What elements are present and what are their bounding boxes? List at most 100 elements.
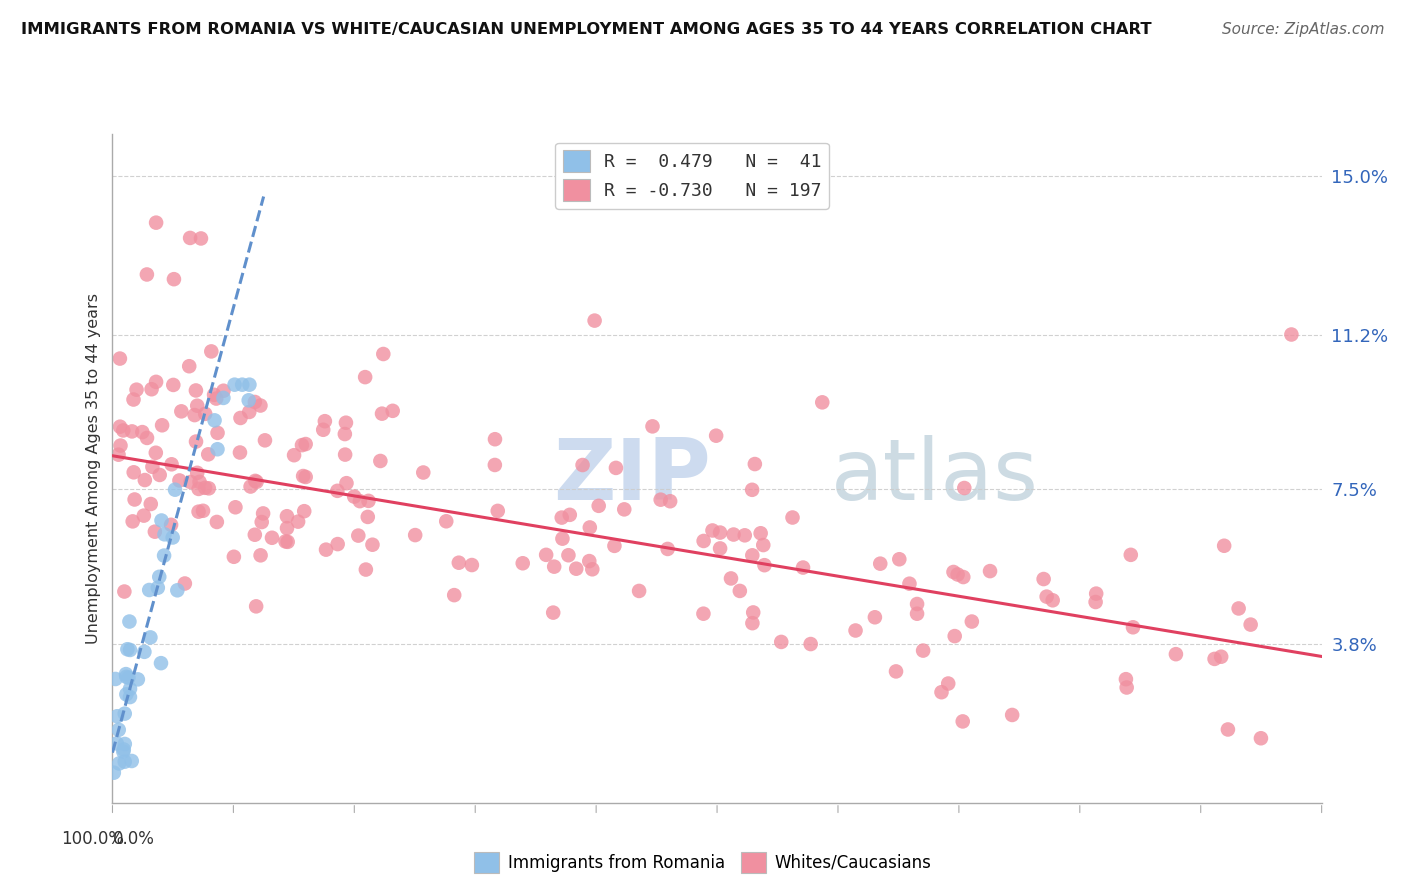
Point xyxy=(702,524,724,538)
Point xyxy=(412,466,434,480)
Point xyxy=(557,548,579,562)
Point xyxy=(153,549,176,563)
Point xyxy=(659,494,682,508)
Point xyxy=(578,554,600,568)
Point xyxy=(578,520,600,534)
Point xyxy=(484,432,506,446)
Point xyxy=(1035,590,1057,604)
Point xyxy=(486,504,509,518)
Point xyxy=(931,685,953,699)
Point xyxy=(811,395,834,409)
Point xyxy=(581,562,603,576)
Point xyxy=(249,399,271,413)
Point xyxy=(692,607,714,621)
Point xyxy=(734,528,756,542)
Point xyxy=(115,667,138,681)
Point xyxy=(149,656,172,670)
Point xyxy=(534,548,557,562)
Point xyxy=(205,515,228,529)
Point xyxy=(335,476,357,491)
Point xyxy=(571,458,593,472)
Point xyxy=(250,515,273,529)
Point xyxy=(110,439,132,453)
Point xyxy=(112,584,135,599)
Point xyxy=(245,474,267,488)
Point xyxy=(551,532,574,546)
Point xyxy=(335,416,357,430)
Point xyxy=(1240,617,1263,632)
Point xyxy=(253,434,276,448)
Point xyxy=(184,434,207,449)
Point xyxy=(294,437,316,451)
Point xyxy=(709,541,731,556)
Point xyxy=(979,564,1001,578)
Point xyxy=(121,515,143,529)
Point xyxy=(150,418,173,433)
Point xyxy=(484,458,506,472)
Point xyxy=(118,615,141,629)
Point xyxy=(952,570,974,584)
Point xyxy=(905,597,928,611)
Point xyxy=(134,645,156,659)
Point xyxy=(170,404,193,418)
Point xyxy=(946,567,969,582)
Point xyxy=(354,563,377,577)
Point xyxy=(118,643,141,657)
Point xyxy=(1122,620,1144,634)
Point xyxy=(404,528,426,542)
Point xyxy=(184,384,207,398)
Point xyxy=(744,457,766,471)
Point xyxy=(347,528,370,542)
Point xyxy=(231,377,253,392)
Point xyxy=(166,583,188,598)
Point xyxy=(197,481,219,495)
Point xyxy=(108,351,131,366)
Point xyxy=(187,482,209,496)
Point xyxy=(197,447,219,461)
Point xyxy=(117,671,139,685)
Point xyxy=(381,404,404,418)
Point xyxy=(741,549,763,563)
Point xyxy=(1119,548,1142,562)
Point xyxy=(1250,731,1272,746)
Point xyxy=(276,521,298,535)
Point xyxy=(292,504,315,518)
Point xyxy=(204,413,226,427)
Point xyxy=(107,448,129,462)
Point xyxy=(139,631,162,645)
Point xyxy=(114,737,136,751)
Point xyxy=(238,405,260,419)
Point xyxy=(134,473,156,487)
Point xyxy=(114,706,136,721)
Point xyxy=(349,494,371,508)
Point xyxy=(135,268,157,282)
Point xyxy=(1213,539,1236,553)
Point xyxy=(1164,647,1187,661)
Point xyxy=(277,534,299,549)
Point xyxy=(692,533,714,548)
Point xyxy=(194,407,217,421)
Point xyxy=(605,461,627,475)
Point xyxy=(115,670,138,684)
Point xyxy=(292,469,315,483)
Point xyxy=(114,755,136,769)
Point xyxy=(222,549,245,564)
Point xyxy=(512,556,534,570)
Point xyxy=(889,552,911,566)
Point xyxy=(447,556,470,570)
Point xyxy=(704,428,727,442)
Point xyxy=(613,502,636,516)
Point xyxy=(153,527,176,541)
Point xyxy=(782,510,804,524)
Point xyxy=(150,514,173,528)
Point xyxy=(905,607,928,621)
Point xyxy=(121,425,143,439)
Point xyxy=(1281,327,1303,342)
Point xyxy=(283,448,305,462)
Point xyxy=(863,610,886,624)
Point xyxy=(361,538,384,552)
Point xyxy=(224,377,246,392)
Point xyxy=(343,490,366,504)
Point xyxy=(1211,649,1233,664)
Point xyxy=(551,510,574,524)
